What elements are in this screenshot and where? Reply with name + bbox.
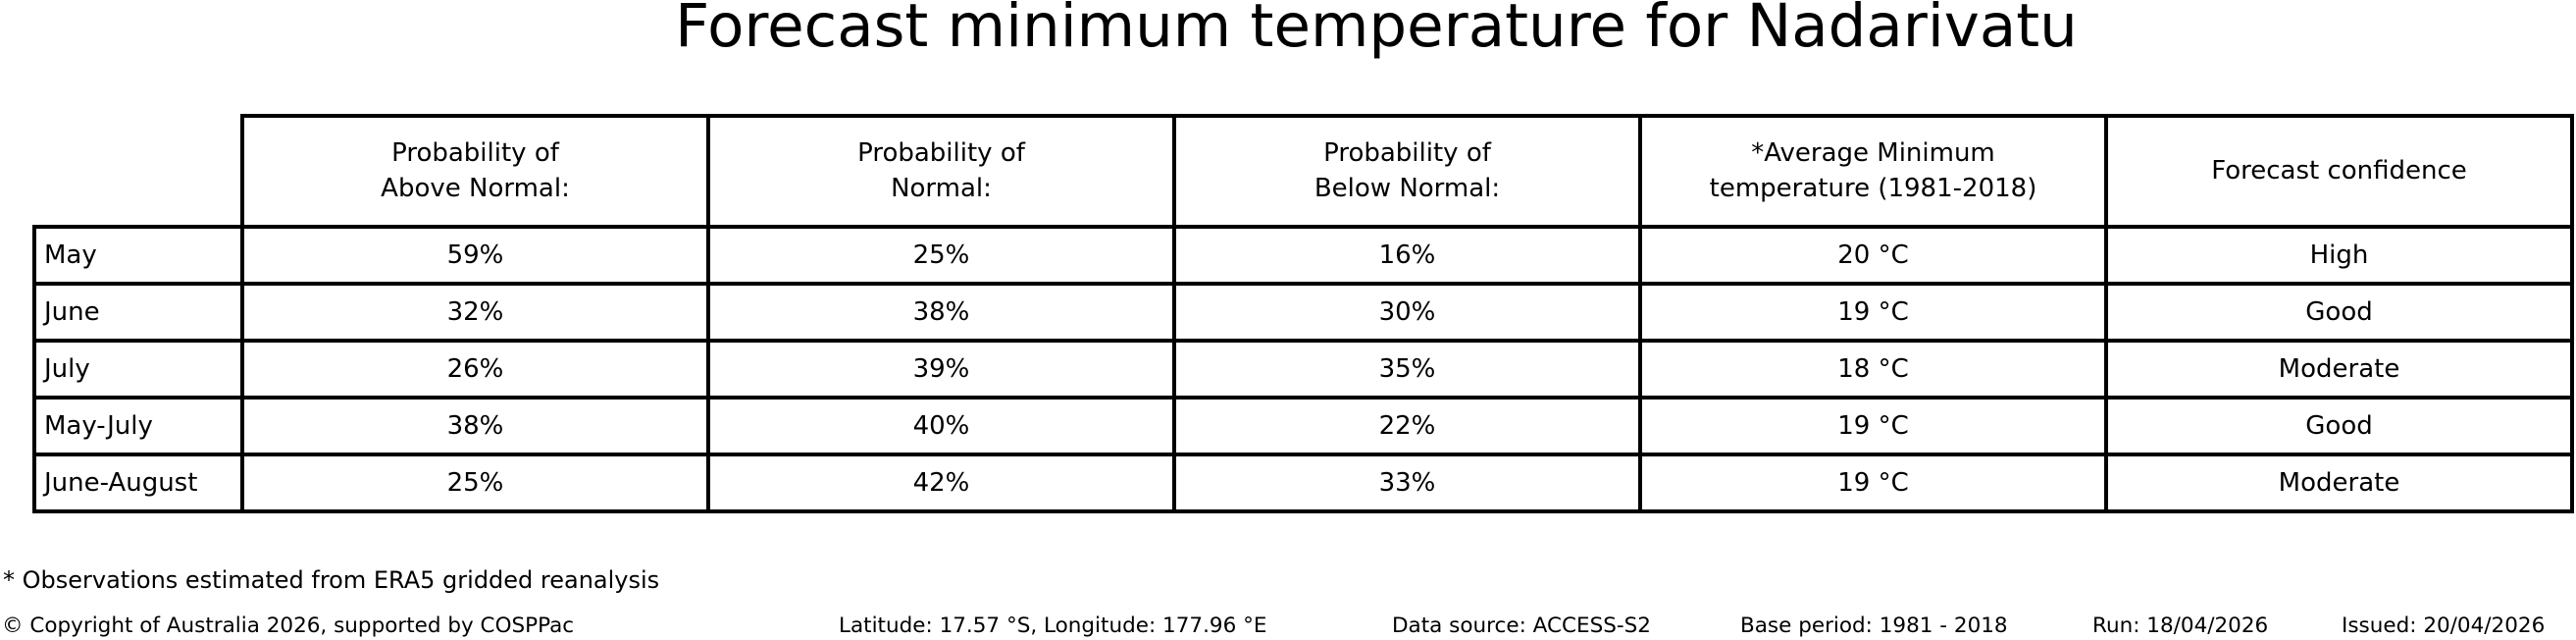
table-row: June 32% 38% 30% 19 °C Good <box>32 282 2574 343</box>
corner-cell <box>34 116 242 227</box>
cell-above-normal: 25% <box>240 453 710 513</box>
issued-date-text: Issued: 20/04/2026 <box>2342 613 2546 638</box>
cell-below-normal: 33% <box>1172 453 1642 513</box>
col-header-forecast-confidence: Forecast confidence <box>2104 114 2574 229</box>
header-row: Probability of Above Normal: Probability… <box>34 114 2574 229</box>
cell-above-normal: 59% <box>240 225 710 286</box>
cell-normal: 38% <box>706 282 1176 343</box>
cell-avg-min-temp: 19 °C <box>1638 282 2108 343</box>
table-row: May-July 38% 40% 22% 19 °C Good <box>32 396 2574 456</box>
cell-avg-min-temp: 19 °C <box>1638 396 2108 456</box>
cell-avg-min-temp: 18 °C <box>1638 339 2108 400</box>
table-row: May 59% 25% 16% 20 °C High <box>32 225 2574 286</box>
base-period-text: Base period: 1981 - 2018 <box>1740 613 2008 638</box>
cell-normal: 40% <box>706 396 1176 456</box>
cell-below-normal: 30% <box>1172 282 1642 343</box>
col-header-avg-min-temp: *Average Minimum temperature (1981-2018) <box>1638 114 2108 229</box>
cell-below-normal: 35% <box>1172 339 1642 400</box>
cell-above-normal: 38% <box>240 396 710 456</box>
run-date-text: Run: 18/04/2026 <box>2092 613 2269 638</box>
location-text: Latitude: 17.57 °S, Longitude: 177.96 °E <box>839 613 1267 638</box>
col-header-normal: Probability of Normal: <box>706 114 1176 229</box>
row-label: May <box>32 225 244 286</box>
cell-normal: 42% <box>706 453 1176 513</box>
col-header-above-normal: Probability of Above Normal: <box>240 114 710 229</box>
cell-above-normal: 32% <box>240 282 710 343</box>
row-label: June-August <box>32 453 244 513</box>
cell-below-normal: 22% <box>1172 396 1642 456</box>
cell-normal: 25% <box>706 225 1176 286</box>
table-row: June-August 25% 42% 33% 19 °C Moderate <box>32 453 2574 513</box>
cell-below-normal: 16% <box>1172 225 1642 286</box>
cell-normal: 39% <box>706 339 1176 400</box>
copyright-text: © Copyright of Australia 2026, supported… <box>2 613 575 638</box>
cell-avg-min-temp: 19 °C <box>1638 453 2108 513</box>
row-label: July <box>32 339 244 400</box>
figure-title: Forecast minimum temperature for Nadariv… <box>675 0 2078 61</box>
row-label: May-July <box>32 396 244 456</box>
cell-confidence: Moderate <box>2104 339 2574 400</box>
cell-above-normal: 26% <box>240 339 710 400</box>
cell-confidence: Good <box>2104 282 2574 343</box>
row-label: June <box>32 282 244 343</box>
cell-avg-min-temp: 20 °C <box>1638 225 2108 286</box>
forecast-table: Probability of Above Normal: Probability… <box>32 114 2574 513</box>
cell-confidence: Good <box>2104 396 2574 456</box>
col-header-below-normal: Probability of Below Normal: <box>1172 114 1642 229</box>
cell-confidence: High <box>2104 225 2574 286</box>
footnote: * Observations estimated from ERA5 gridd… <box>3 566 660 594</box>
cell-confidence: Moderate <box>2104 453 2574 513</box>
data-source-text: Data source: ACCESS-S2 <box>1392 613 1651 638</box>
table-row: July 26% 39% 35% 18 °C Moderate <box>32 339 2574 400</box>
